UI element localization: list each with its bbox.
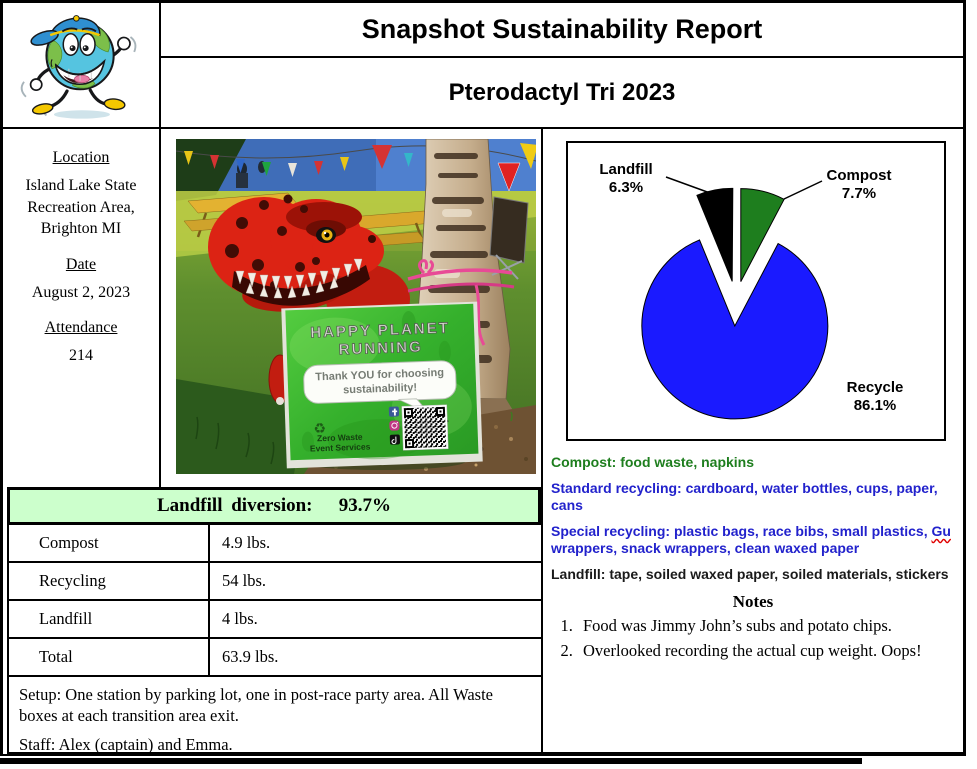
misspelled-word: Gu <box>931 523 951 540</box>
table-row-value: 4.9 lbs. <box>210 525 541 563</box>
note-item: Food was Jimmy John’s subs and potato ch… <box>577 616 957 636</box>
pie-chart-svg <box>641 176 829 420</box>
bubble-text-line2: sustainability! <box>343 382 417 397</box>
location-value: Island Lake State Recreation Area, Brigh… <box>25 177 137 238</box>
pie-slice-recycle <box>641 239 829 420</box>
pie-label-landfill: Landfill 6.3% <box>599 161 653 196</box>
special-recycling-stream: Special recycling: plastic bags, race bi… <box>551 523 951 557</box>
logo-cell <box>3 3 161 129</box>
report-title: Snapshot Sustainability Report <box>361 14 763 44</box>
note-item: Overlooked recording the actual cup weig… <box>577 641 957 661</box>
org-name-line1: Zero Waste <box>317 432 363 444</box>
event-info-panel: Location Island Lake State Recreation Ar… <box>3 129 161 487</box>
attendance-label: Attendance <box>44 319 118 337</box>
event-name: Pterodactyl Tri 2023 <box>448 78 676 106</box>
right-panel: Landfill 6.3% Compost 7.7% Recycle 86.1% Co… <box>541 129 963 754</box>
pie-label-recycle: Recycle 86.1% <box>846 379 904 414</box>
sign-title-line2: RUNNING <box>338 339 423 359</box>
standard-recycling-stream: Standard recycling: cardboard, water bot… <box>551 480 938 514</box>
table-row-label: Total <box>9 639 210 677</box>
landfill-stream: Landfill: tape, soiled waxed paper, soil… <box>551 566 949 583</box>
report-sheet: Snapshot Sustainability Report Pterodact… <box>0 0 966 756</box>
table-row-label: Compost <box>9 525 210 563</box>
staff-text: Staff: Alex (captain) and Emma. <box>19 735 233 755</box>
leader-line-compost <box>783 180 823 200</box>
waste-streams: Compost: food waste, napkins Standard re… <box>543 441 963 583</box>
table-row-label: Recycling <box>9 563 210 601</box>
earth-mascot-logo-icon <box>20 15 137 119</box>
trex-teeth <box>235 258 363 299</box>
recycle-icon: ♻ <box>313 422 326 437</box>
logistics-box: Setup: One station by parking lot, one i… <box>7 677 541 754</box>
leader-line-landfill <box>665 176 711 194</box>
speech-bubble <box>303 360 457 404</box>
bubble-text-line1: Thank YOU for choosing <box>315 367 444 383</box>
attendance-value: 214 <box>69 347 93 365</box>
landfill-diversion-header: Landfill diversion: 93.7% <box>7 487 541 525</box>
report-title-cell: Snapshot Sustainability Report <box>161 3 963 58</box>
sign-title-line1: HAPPY PLANET <box>310 320 450 342</box>
happy-planet-sign: HAPPY PLANET RUNNING Thank YOU for choos… <box>281 301 483 469</box>
pie-slice-landfill <box>696 187 734 282</box>
notes-list: Food was Jimmy John’s subs and potato ch… <box>543 616 963 661</box>
table-row-value: 63.9 lbs. <box>210 639 541 677</box>
setup-text: Setup: One station by parking lot, one i… <box>19 685 493 725</box>
qr-code-block <box>388 404 449 451</box>
event-name-cell: Pterodactyl Tri 2023 <box>161 58 963 129</box>
table-row-value: 4 lbs. <box>210 601 541 639</box>
table-row-value: 54 lbs. <box>210 563 541 601</box>
instagram-icon <box>389 420 400 431</box>
table-row-label: Landfill <box>9 601 210 639</box>
pink-rope <box>407 259 515 346</box>
tree-foliage-shadow <box>176 139 246 201</box>
trex-costume <box>208 194 410 405</box>
notes-heading: Notes <box>732 592 774 612</box>
event-photo: HAPPY PLANET RUNNING Thank YOU for choos… <box>176 139 536 474</box>
photo-cell: HAPPY PLANET RUNNING Thank YOU for choos… <box>161 129 541 487</box>
org-name-line2: Event Services <box>310 441 371 453</box>
page-bottom-rule <box>0 758 862 764</box>
weights-table: Compost 4.9 lbs. Recycling 54 lbs. Landf… <box>7 525 541 677</box>
location-label: Location <box>52 149 110 166</box>
date-value: August 2, 2023 <box>31 283 131 301</box>
pie-chart-frame: Landfill 6.3% Compost 7.7% Recycle 86.1% <box>566 141 946 441</box>
compost-stream: Compost: food waste, napkins <box>551 454 755 470</box>
date-label: Date <box>65 255 97 273</box>
pie-label-compost: Compost 7.7% <box>826 167 892 202</box>
pie-slice-compost <box>740 188 785 282</box>
